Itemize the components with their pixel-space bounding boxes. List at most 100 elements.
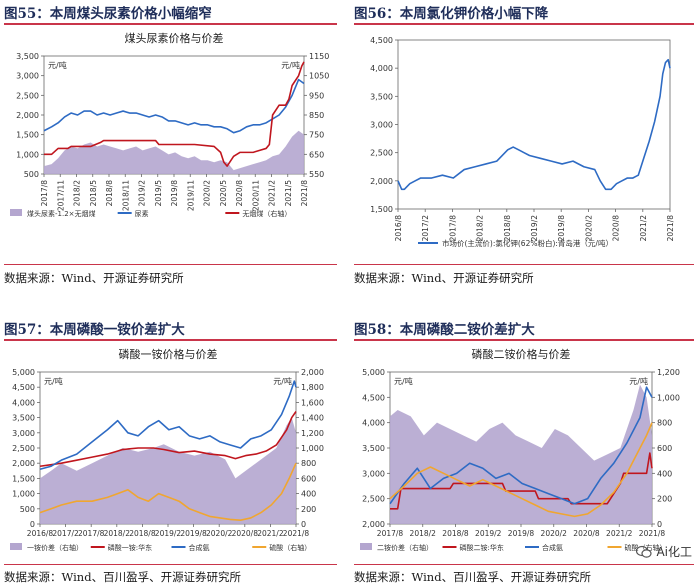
x-tick-label: 2018/2: [73, 180, 82, 207]
y2-tick-label: 1,800: [301, 383, 324, 392]
x-tick-label: 2017/8: [78, 529, 105, 538]
x-tick-label: 2020/2: [206, 529, 233, 538]
x-tick-label: 2019/8: [180, 529, 207, 538]
y2-tick-label: 600: [657, 444, 672, 453]
y2-tick-label: 600: [301, 474, 316, 483]
x-tick-label: 2021/8: [300, 180, 309, 207]
y2-unit-label: 元/吨: [273, 376, 292, 386]
y2-tick-label: 400: [657, 469, 672, 478]
y-tick-label: 3,000: [370, 121, 393, 130]
legend-label: 无烟煤（右轴）: [242, 209, 291, 218]
figure-title: 图56：本周氯化钾价格小幅下降: [354, 6, 549, 22]
chart-title: 煤头尿素价格与价差: [125, 31, 224, 45]
series-line: [39, 380, 297, 471]
y-tick-label: 1,000: [16, 150, 39, 159]
watermark: Ai化工: [636, 543, 692, 560]
title-rule: [354, 23, 694, 25]
x-tick-label: 2017/2: [421, 215, 430, 242]
y-tick-label: 4,000: [12, 398, 35, 407]
y-unit-label: 元/吨: [44, 376, 63, 386]
title-rule: [4, 23, 337, 25]
map-chart: 磷酸一铵价格与价差 0 500 1,000 1,500 2,000 2,500 3,000 3,…: [10, 347, 324, 552]
legend-swatch: [360, 543, 372, 550]
y2-tick-label: 1050: [309, 72, 329, 81]
y2-tick-label: 0: [657, 520, 662, 529]
x-tick-label: 2018/8: [129, 529, 156, 538]
series-line: [390, 452, 653, 510]
y-tick-label: 2,500: [362, 495, 385, 504]
y-tick-label: 500: [20, 505, 35, 514]
x-tick-label: 2016/8: [394, 215, 403, 242]
series-line: [43, 78, 305, 134]
x-tick-label: 2017/11: [56, 180, 65, 211]
y-tick-label: 2,500: [16, 91, 39, 100]
y-tick-label: 1,500: [16, 131, 39, 140]
legend-label: 硫酸（右轴）: [625, 543, 667, 552]
x-tick-label: 2019/2: [138, 180, 147, 207]
x-tick-label: 2020/8: [235, 180, 244, 207]
y2-tick-label: 550: [309, 170, 324, 179]
y-tick-label: 2,500: [370, 149, 393, 158]
x-tick-label: 2018/8: [442, 529, 469, 538]
y2-tick-label: 850: [309, 111, 324, 120]
y2-tick-label: 1,000: [301, 444, 324, 453]
x-tick-label: 2018/11: [121, 180, 130, 211]
x-tick-label: 2021/8: [283, 529, 310, 538]
source-rule: [4, 564, 337, 565]
legend-label: 磷酸一铵:华东: [108, 543, 152, 552]
plot-frame: [397, 39, 671, 210]
figure-58: 图58：本周磷酸二铵价差扩大 磷酸二铵价格与价差 2,000 2,500 3,000 3…: [354, 318, 694, 587]
dap-chart: 磷酸二铵价格与价差 2,000 2,500 3,000 3,500 4,000 4,500 5…: [360, 347, 680, 552]
x-tick-label: 2017/8: [377, 529, 404, 538]
y-tick-label: 4,000: [370, 64, 393, 73]
y2-tick-label: 650: [309, 150, 324, 159]
x-tick-label: 2019/11: [186, 180, 195, 211]
source-note: 数据来源：Wind、百川盈孚、开源证券研究所: [354, 570, 592, 584]
legend-label: 尿素: [135, 209, 149, 218]
watermark-text: Ai化工: [656, 545, 692, 559]
x-tick-label: 2020/8: [612, 215, 621, 242]
wechat-icon: [636, 545, 653, 558]
legend-label: 煤头尿素-1.2×无烟煤: [27, 209, 96, 218]
x-tick-label: 2018/8: [503, 215, 512, 242]
x-tick-label: 2018/8: [105, 180, 114, 207]
y-unit-label: 元/吨: [394, 376, 413, 386]
x-tick-label: 2019/8: [508, 529, 535, 538]
chart-title: 磷酸一铵价格与价差: [119, 347, 218, 361]
y-tick-label: 2,000: [370, 177, 393, 186]
title-rule: [354, 339, 694, 341]
x-tick-label: 2019/2: [475, 529, 502, 538]
y-tick-label: 2,000: [362, 520, 385, 529]
y2-tick-label: 1,000: [657, 393, 680, 402]
y2-tick-label: 1,200: [657, 368, 680, 377]
x-tick-label: 2020/8: [232, 529, 259, 538]
y-tick-label: 3,000: [16, 72, 39, 81]
x-tick-label: 2018/2: [476, 215, 485, 242]
y-tick-label: 0: [30, 520, 35, 529]
y2-unit-label: 元/吨: [281, 60, 300, 70]
potash-chart: 1,500 2,000 2,500 3,000 3,500 4,000 4,500 2016/…: [370, 36, 675, 248]
y-tick-label: 3,500: [16, 52, 39, 61]
figure-55: 图55：本周煤头尿素价格小幅缩窄 煤头尿素价格与价差 500 1,000 1,500 2…: [4, 2, 337, 289]
x-tick-label: 2019/8: [557, 215, 566, 242]
figure-title: 图58：本周磷酸二铵价差扩大: [354, 322, 535, 338]
x-tick-label: 2019/5: [154, 180, 163, 207]
source-rule: [354, 264, 694, 265]
x-tick-label: 2021/8: [639, 529, 666, 538]
x-tick-label: 2020/2: [541, 529, 568, 538]
x-tick-label: 2017/2: [52, 529, 79, 538]
source-rule: [354, 564, 694, 565]
y2-tick-label: 0: [301, 520, 306, 529]
x-tick-label: 2021/5: [284, 180, 293, 207]
y2-tick-label: 800: [301, 459, 316, 468]
figure-56: 图56：本周氯化钾价格小幅下降 1,500 2,000 2,500 3,000 3,50…: [354, 2, 694, 289]
series-area: [390, 384, 652, 524]
y2-tick-label: 800: [657, 419, 672, 428]
y2-unit-label: 元/吨: [629, 376, 648, 386]
y2-tick-label: 1,200: [301, 429, 324, 438]
legend-label: 合成氨: [189, 543, 210, 552]
y-tick-label: 1,500: [370, 205, 393, 214]
x-tick-label: 2021/2: [257, 529, 284, 538]
x-tick-label: 2021/2: [268, 180, 277, 207]
x-tick-label: 2021/2: [606, 529, 633, 538]
